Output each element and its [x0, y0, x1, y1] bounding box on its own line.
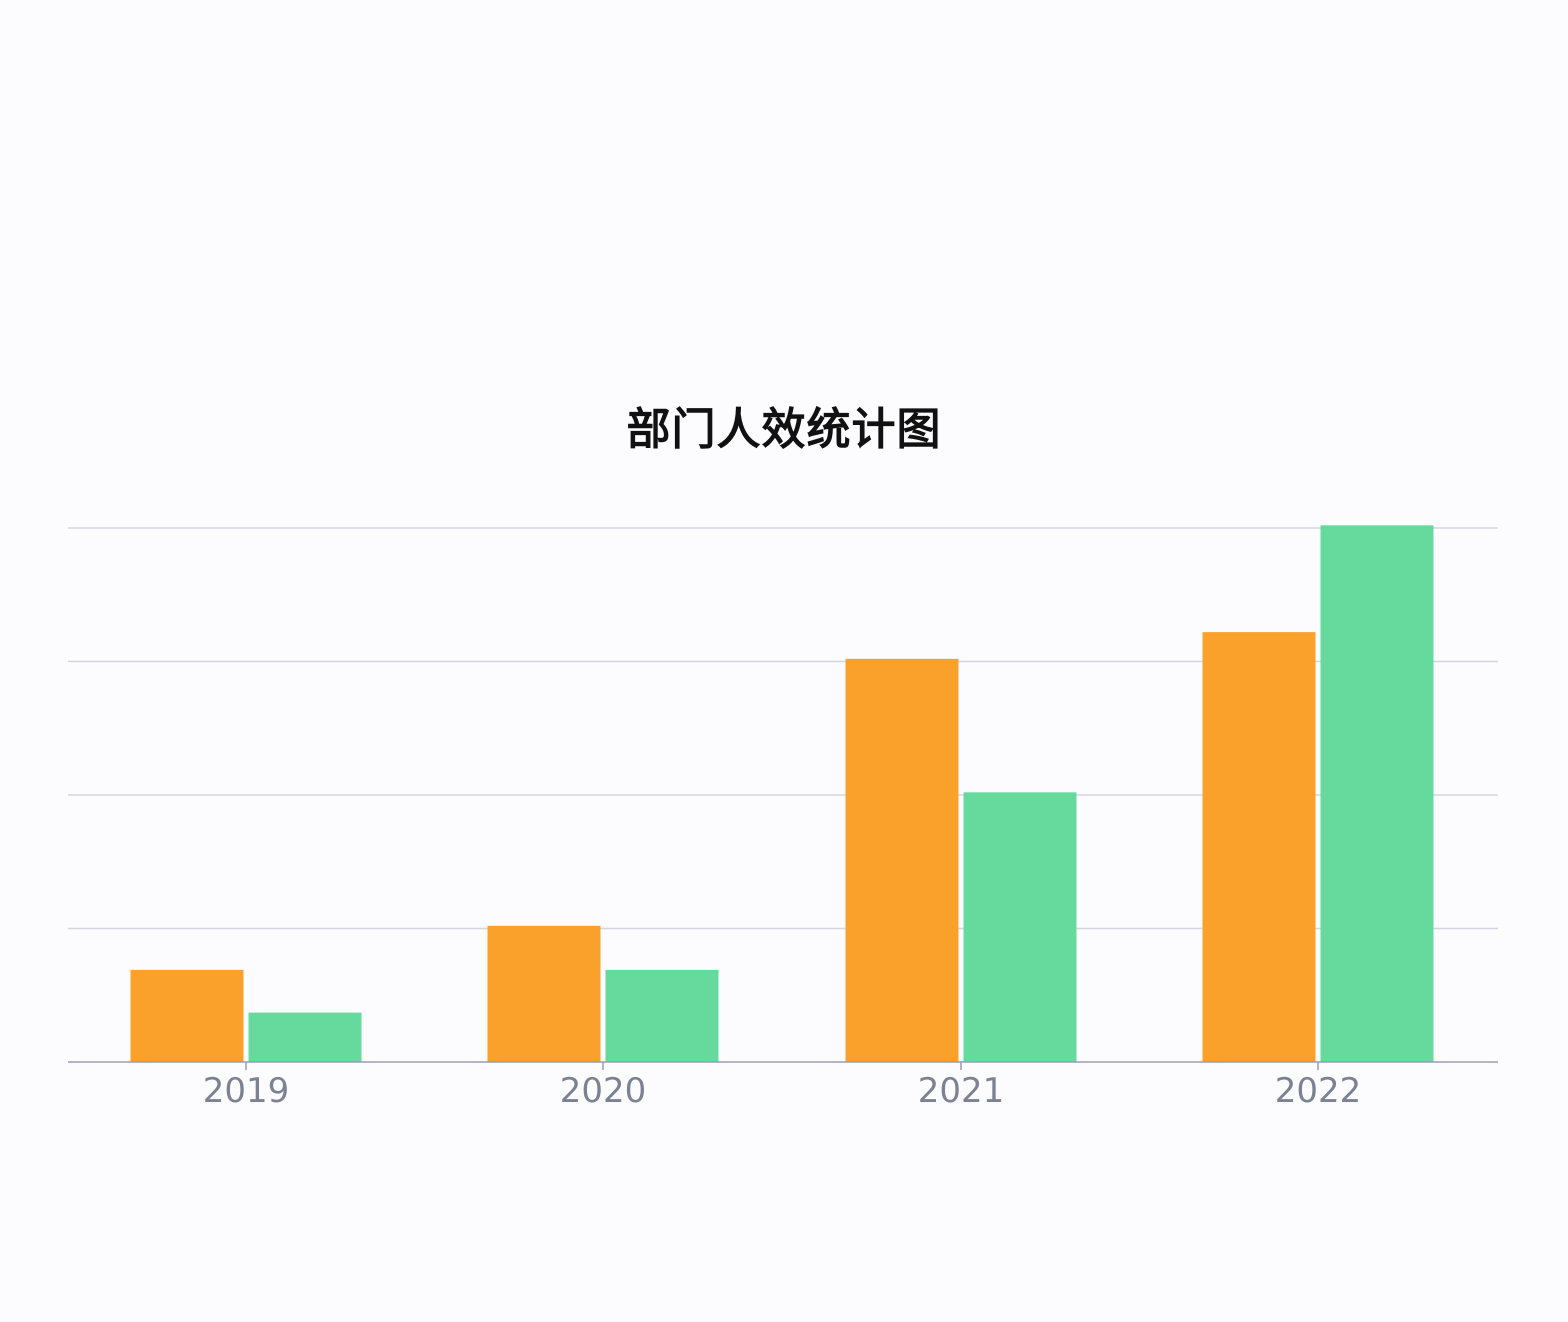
- bar-2021-series-1: [845, 658, 959, 1062]
- bar-2019-series-1: [130, 969, 244, 1062]
- bar-2022-series-1: [1202, 632, 1316, 1062]
- x-axis-ticks: 2019 2020 2021 2022: [203, 1062, 1362, 1111]
- bar-2019-series-2: [248, 1012, 362, 1062]
- x-tick-label: 2019: [203, 1071, 290, 1111]
- x-tick-label: 2022: [1275, 1071, 1362, 1111]
- x-tick-label: 2020: [560, 1071, 647, 1111]
- bars: [130, 525, 1434, 1062]
- bar-2022-series-2: [1320, 525, 1434, 1062]
- chart-title: 部门人效统计图: [626, 404, 942, 455]
- bar-2021-series-2: [963, 792, 1077, 1062]
- x-tick-label: 2021: [918, 1071, 1005, 1111]
- bar-2020-series-2: [605, 969, 719, 1062]
- bar-2020-series-1: [487, 925, 601, 1062]
